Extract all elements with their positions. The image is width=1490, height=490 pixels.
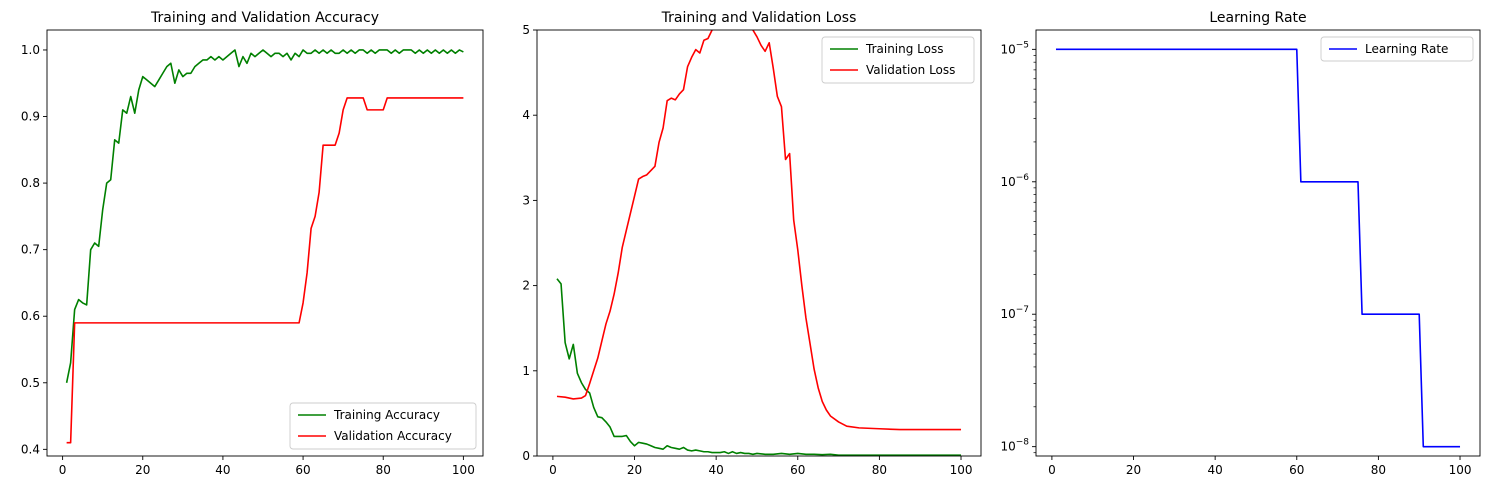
y-tick-label: 10−8	[1000, 438, 1029, 454]
legend-label: Training Loss	[865, 42, 943, 56]
x-tick-label: 80	[872, 463, 887, 477]
y-tick-label: 0.6	[21, 309, 40, 323]
legend-box	[1320, 36, 1474, 62]
x-tick-label: 80	[376, 463, 391, 477]
legend-box	[821, 36, 975, 84]
legend: Training Accuracy Validation Accuracy	[289, 402, 477, 450]
y-tick-label: 10−7	[1000, 305, 1029, 321]
x-tick-label: 0	[1048, 463, 1056, 477]
legend-label: Learning Rate	[1365, 42, 1448, 56]
y-tick-label: 0.4	[21, 442, 40, 456]
y-tick-label: 5	[522, 23, 530, 37]
x-tick-label: 40	[215, 463, 230, 477]
series-line-1	[65, 49, 464, 383]
series-line-1	[556, 278, 962, 456]
y-tick-label: 2	[522, 279, 530, 293]
legend-label: Training Accuracy	[333, 408, 440, 422]
y-tick-label: 0	[522, 449, 530, 463]
axes-frame	[46, 29, 484, 457]
y-tick-label: 4	[522, 108, 530, 122]
y-tick-label: 0.5	[21, 376, 40, 390]
x-tick-label: 60	[1289, 463, 1304, 477]
series-line-2	[556, 30, 962, 431]
y-tick-label: 0.8	[21, 176, 40, 190]
x-tick-label: 60	[790, 463, 805, 477]
x-tick-label: 40	[1208, 463, 1223, 477]
chart-title: Training and Validation Accuracy	[150, 10, 379, 26]
series-line-1	[1055, 48, 1461, 448]
legend-box	[289, 402, 477, 450]
subplot-1: Training and Validation Accuracy 0 20 40 60 8…	[21, 10, 484, 477]
x-tick-label: 20	[627, 463, 642, 477]
y-tick-label: 1	[522, 364, 530, 378]
legend-label: Validation Accuracy	[334, 429, 452, 443]
x-tick-label: 100	[950, 463, 973, 477]
y-tick-label: 0.9	[21, 110, 40, 124]
y-tick-label: 3	[522, 193, 530, 207]
x-tick-label: 0	[59, 463, 67, 477]
y-tick-label: 1.0	[21, 43, 40, 57]
subplot-3: Learning Rate 0 20 40 60 80 100 10−8 10−7 10−6 10−…	[1000, 10, 1481, 477]
x-tick-label: 60	[295, 463, 310, 477]
x-tick-label: 20	[135, 463, 150, 477]
legend: Learning Rate	[1320, 36, 1474, 62]
x-tick-label: 100	[1449, 463, 1472, 477]
chart-title: Training and Validation Loss	[661, 10, 857, 26]
chart-title: Learning Rate	[1209, 10, 1306, 26]
axes-frame	[1035, 29, 1481, 457]
x-tick-label: 40	[709, 463, 724, 477]
legend: Training Loss Validation Loss	[821, 36, 975, 84]
y-tick-label: 0.7	[21, 243, 40, 257]
series-line-2	[66, 97, 464, 444]
x-tick-label: 0	[549, 463, 557, 477]
x-tick-label: 20	[1126, 463, 1141, 477]
y-tick-label: 10−5	[1000, 40, 1029, 56]
y-tick-label: 10−6	[1000, 173, 1029, 189]
legend-label: Validation Loss	[866, 63, 955, 77]
x-tick-label: 100	[452, 463, 475, 477]
x-tick-label: 80	[1371, 463, 1386, 477]
axes-frame	[536, 29, 982, 457]
